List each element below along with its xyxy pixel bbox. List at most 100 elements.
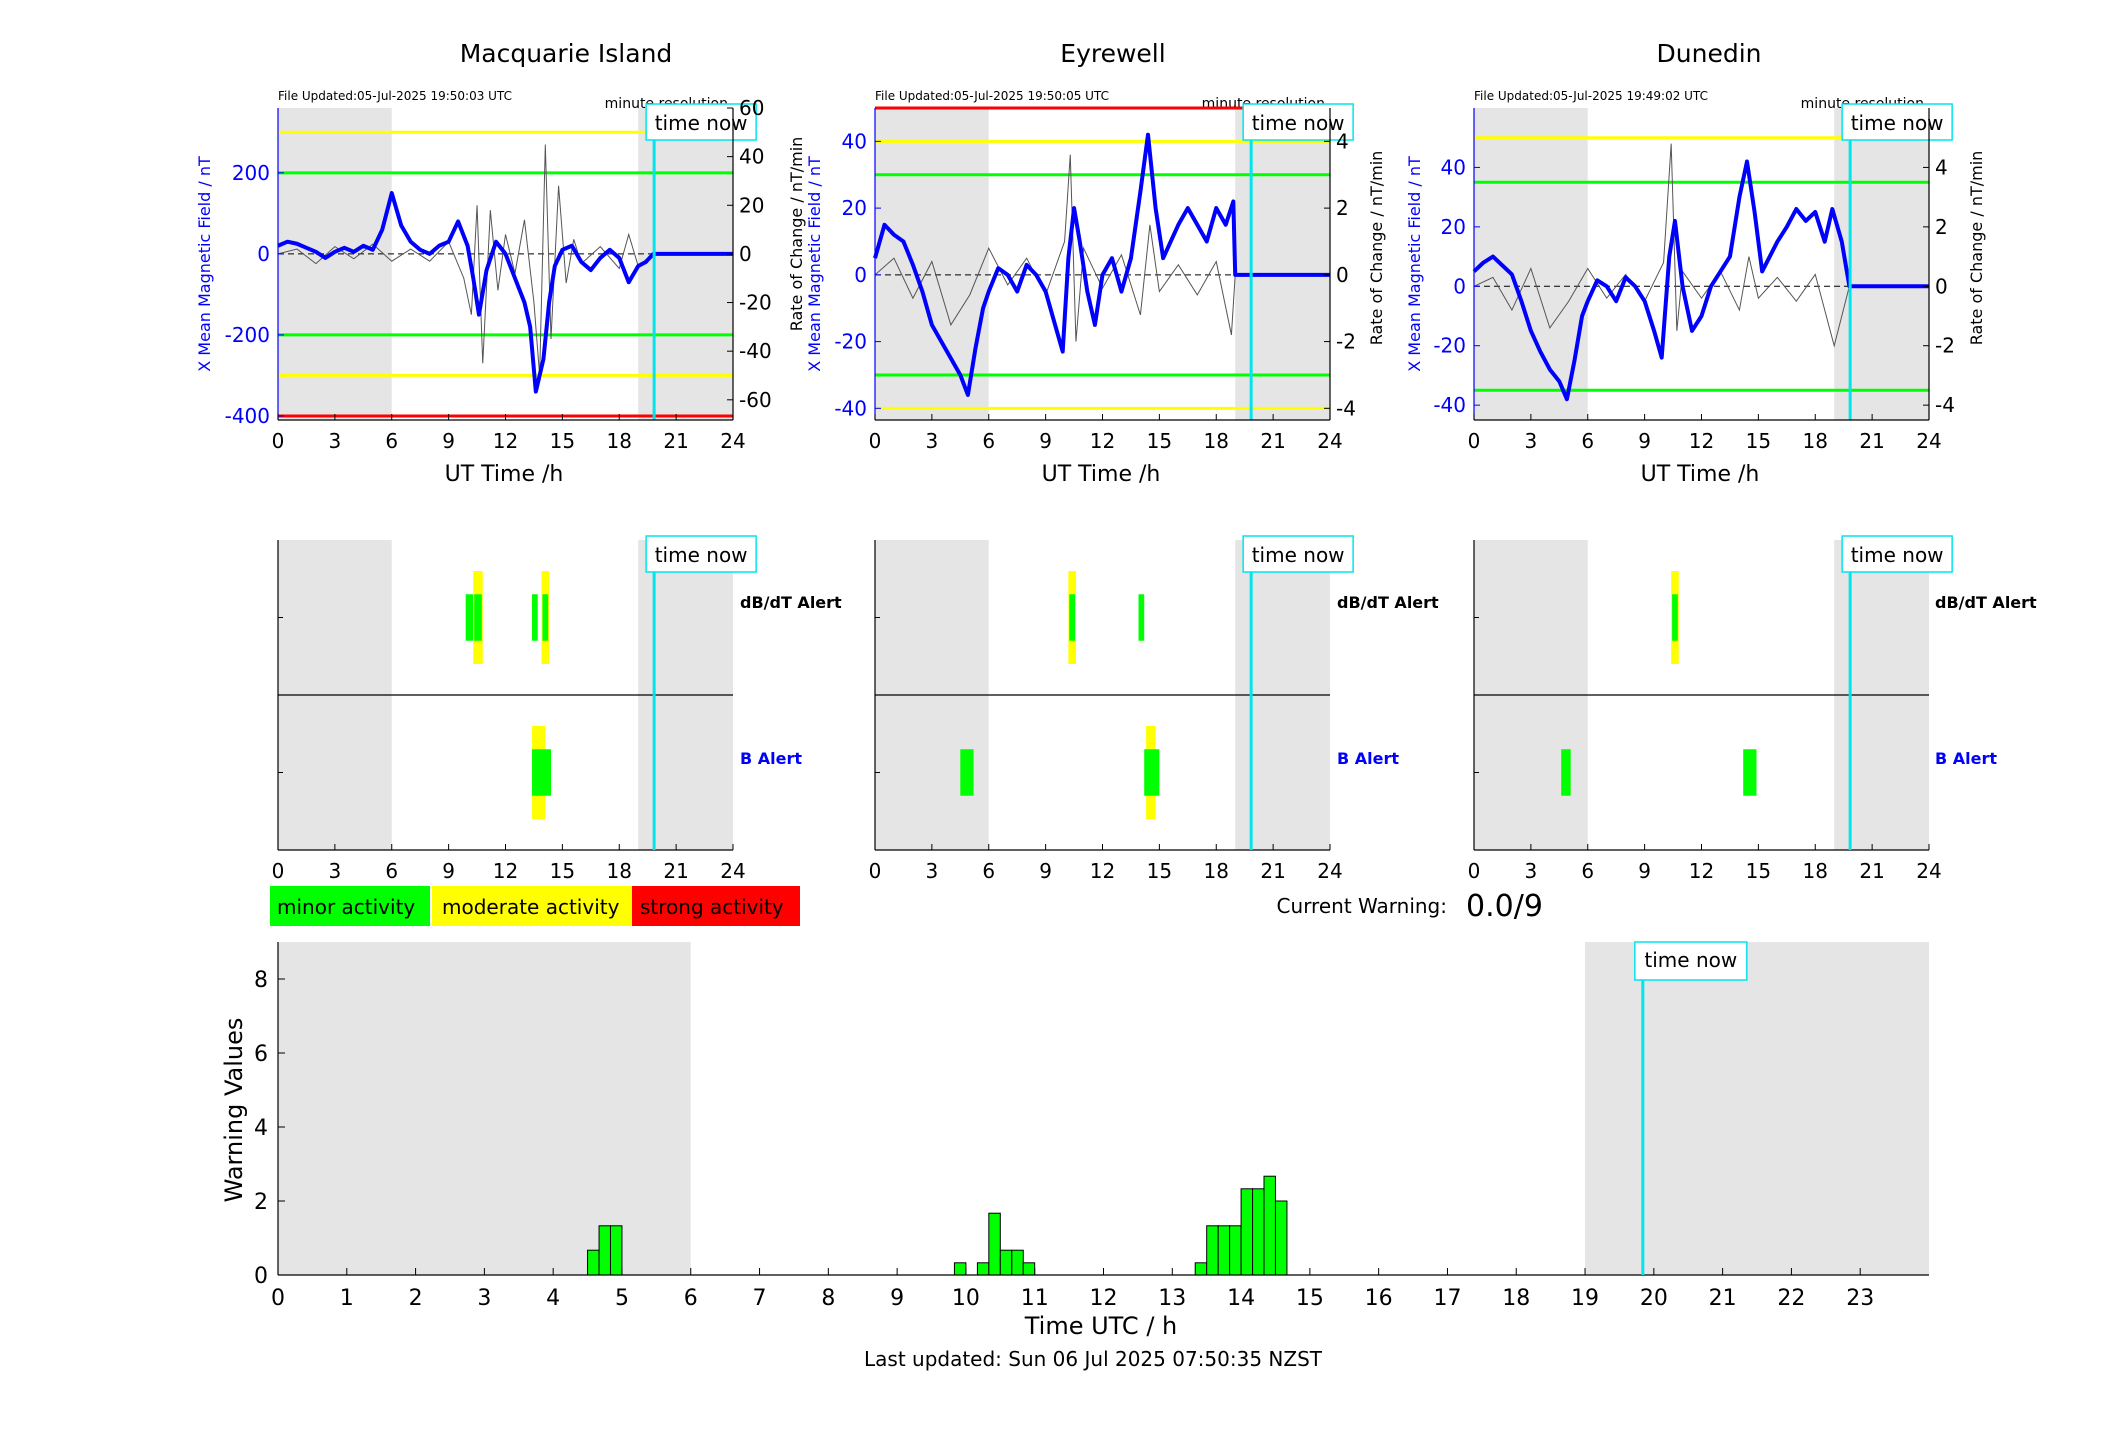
alert-bar-2-1-0 bbox=[1561, 749, 1571, 796]
right-tick-label-1-0: -4 bbox=[1336, 396, 1356, 420]
warning-bar-5 bbox=[988, 1212, 1001, 1276]
x-tick-label-0-0: 0 bbox=[272, 429, 285, 453]
right-tick-label-2-3: 2 bbox=[1935, 215, 1948, 239]
alert-x-tick-label-1-7: 21 bbox=[1260, 859, 1285, 883]
right-tick-label-0-6: 60 bbox=[739, 96, 764, 120]
b-alert-label-dunedin: B Alert bbox=[1935, 749, 1997, 768]
right-tick-label-1-2: 0 bbox=[1336, 263, 1349, 287]
warning-bar-13 bbox=[1240, 1188, 1254, 1276]
x-tick-label-0-3: 9 bbox=[442, 429, 455, 453]
alert-x-tick-label-1-4: 12 bbox=[1090, 859, 1115, 883]
alert-x-tick-label-2-5: 15 bbox=[1746, 859, 1771, 883]
alert-x-tick-label-0-8: 24 bbox=[720, 859, 745, 883]
x-tick-label-0-1: 3 bbox=[329, 429, 342, 453]
alert-bar-1-1-0 bbox=[960, 749, 974, 796]
warning-night-shade-1 bbox=[1585, 942, 1929, 1275]
alert-x-tick-label-1-6: 18 bbox=[1204, 859, 1229, 883]
warning-time-now-box bbox=[1634, 941, 1748, 981]
alert-x-tick-label-2-4: 12 bbox=[1689, 859, 1714, 883]
left-tick-label-0-3: 200 bbox=[232, 161, 270, 185]
warning-x-tick-label-11: 11 bbox=[1021, 1286, 1049, 1311]
x-tick-label-2-0: 0 bbox=[1468, 429, 1481, 453]
warning-x-tick-label-3: 3 bbox=[477, 1286, 491, 1311]
night-shade-0-0 bbox=[278, 108, 392, 420]
alert-x-tick-label-2-8: 24 bbox=[1916, 859, 1941, 883]
warning-x-tick-label-15: 15 bbox=[1296, 1286, 1324, 1311]
warning-x-tick-label-20: 20 bbox=[1640, 1286, 1668, 1311]
alert-bar-1-1-2 bbox=[1144, 749, 1160, 796]
x-tick-label-0-8: 24 bbox=[720, 429, 745, 453]
ylabel-left-dunedin: X Mean Magnetic Field / nT bbox=[1405, 156, 1424, 372]
night-shade-0-1 bbox=[638, 108, 733, 420]
x-tick-label-1-4: 12 bbox=[1090, 429, 1115, 453]
right-tick-label-0-0: -60 bbox=[739, 388, 772, 412]
alert-x-tick-label-2-2: 6 bbox=[1581, 859, 1594, 883]
legend-moderate-swatch bbox=[432, 886, 632, 926]
rate-of-change-series-0 bbox=[277, 144, 733, 376]
time-now-label-2: time now bbox=[1851, 111, 1944, 135]
alert-bar-0-0-3 bbox=[532, 594, 538, 641]
station-title-eyrewell: Eyrewell bbox=[1060, 39, 1165, 68]
file-updated-eyrewell: File Updated:05-Jul-2025 19:50:05 UTC bbox=[875, 89, 1109, 103]
warning-bar-14 bbox=[1252, 1188, 1265, 1276]
warning-x-tick-label-7: 7 bbox=[753, 1286, 767, 1311]
warning-bar-1 bbox=[598, 1225, 612, 1276]
station-title-macquarie: Macquarie Island bbox=[460, 39, 673, 68]
x-tick-label-2-3: 9 bbox=[1638, 429, 1651, 453]
x-tick-label-1-7: 21 bbox=[1260, 429, 1285, 453]
x-tick-label-1-1: 3 bbox=[926, 429, 939, 453]
left-tick-label-0-1: -200 bbox=[225, 323, 270, 347]
dbdt-alert-label-macquarie: dB/dT Alert bbox=[740, 593, 842, 612]
right-tick-label-0-4: 20 bbox=[739, 193, 764, 217]
alert-time-now-label-2: time now bbox=[1851, 543, 1944, 567]
rate-of-change-series-2 bbox=[1473, 143, 1929, 348]
warning-xlabel: Time UTC / h bbox=[1024, 1312, 1178, 1340]
alert-x-tick-label-0-7: 21 bbox=[663, 859, 688, 883]
night-shade-2-1 bbox=[1834, 108, 1929, 420]
alert-x-tick-label-2-1: 3 bbox=[1525, 859, 1538, 883]
warning-bar-4 bbox=[976, 1262, 990, 1276]
alert-x-tick-label-1-3: 9 bbox=[1039, 859, 1052, 883]
alert-time-now-label-0: time now bbox=[655, 543, 748, 567]
time-now-label-0: time now bbox=[655, 111, 748, 135]
alert-time-now-box-0 bbox=[645, 535, 757, 573]
warning-x-tick-label-0: 0 bbox=[271, 1286, 285, 1311]
warning-x-tick-label-8: 8 bbox=[821, 1286, 835, 1311]
time-now-box-2 bbox=[1841, 103, 1953, 141]
alert-x-tick-label-0-5: 15 bbox=[550, 859, 575, 883]
legend-moderate-label: moderate activity bbox=[442, 895, 620, 919]
alert-x-tick-label-0-3: 9 bbox=[442, 859, 455, 883]
left-tick-label-0-0: -400 bbox=[225, 404, 270, 428]
alert-bar-0-0-2 bbox=[474, 594, 482, 641]
current-warning-label: Current Warning: bbox=[1277, 894, 1447, 918]
ylabel-right-eyrewell: Rate of Change / nT/min bbox=[1367, 151, 1386, 346]
legend-minor-swatch bbox=[270, 886, 430, 926]
alert-x-tick-label-1-0: 0 bbox=[869, 859, 882, 883]
alert-x-tick-label-2-7: 21 bbox=[1859, 859, 1884, 883]
x-tick-label-1-2: 6 bbox=[982, 429, 995, 453]
warning-x-tick-label-9: 9 bbox=[890, 1286, 904, 1311]
last-updated: Last updated: Sun 06 Jul 2025 07:50:35 N… bbox=[864, 1347, 1323, 1371]
warning-x-tick-label-21: 21 bbox=[1709, 1286, 1737, 1311]
alert-bar-0-0-0 bbox=[465, 594, 474, 641]
left-tick-label-2-4: 40 bbox=[1441, 155, 1466, 179]
warning-x-tick-label-16: 16 bbox=[1365, 1286, 1393, 1311]
x-tick-label-0-2: 6 bbox=[385, 429, 398, 453]
warning-x-tick-label-6: 6 bbox=[684, 1286, 698, 1311]
warning-bar-11 bbox=[1217, 1225, 1231, 1276]
left-tick-label-1-3: 20 bbox=[842, 196, 867, 220]
left-tick-label-2-0: -40 bbox=[1433, 393, 1466, 417]
dbdt-alert-label-eyrewell: dB/dT Alert bbox=[1337, 593, 1439, 612]
x-tick-label-0-6: 18 bbox=[607, 429, 632, 453]
warning-y-tick-label-0: 0 bbox=[254, 1264, 268, 1289]
x-tick-label-1-8: 24 bbox=[1317, 429, 1342, 453]
warning-x-tick-label-17: 17 bbox=[1433, 1286, 1461, 1311]
warning-y-tick-label-4: 8 bbox=[254, 968, 268, 993]
b-alert-label-eyrewell: B Alert bbox=[1337, 749, 1399, 768]
right-tick-label-1-4: 4 bbox=[1336, 129, 1349, 153]
left-tick-label-2-3: 20 bbox=[1441, 215, 1466, 239]
alert-bar-1-0-2 bbox=[1138, 594, 1145, 641]
rate-of-change-series-1 bbox=[874, 154, 1330, 342]
warning-bar-8 bbox=[1022, 1262, 1036, 1276]
